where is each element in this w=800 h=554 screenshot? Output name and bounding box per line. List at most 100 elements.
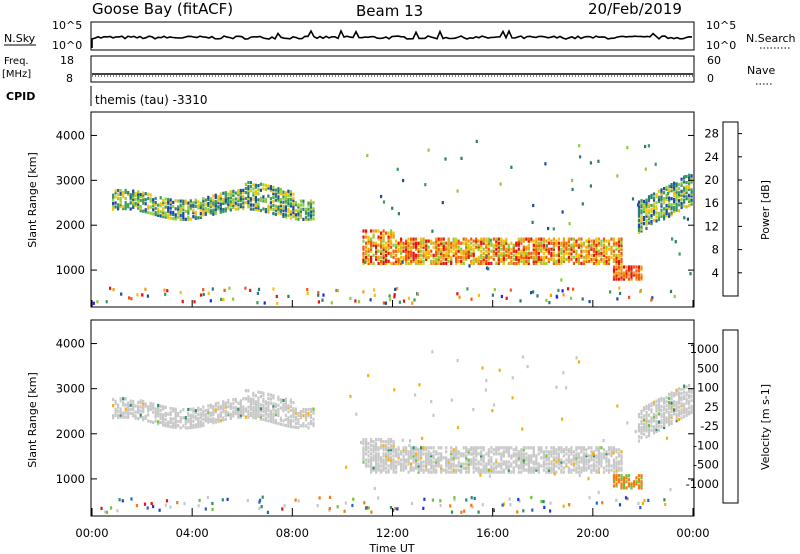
echo-cell xyxy=(550,255,553,259)
echo-cell xyxy=(117,193,120,197)
echo-cell xyxy=(124,207,127,211)
echo-cell xyxy=(279,400,282,404)
echo-cell xyxy=(685,407,688,411)
echo-cell xyxy=(387,237,390,241)
echo-cell xyxy=(465,239,468,243)
echo-cell xyxy=(297,209,300,213)
echo-cell xyxy=(402,255,405,259)
echo-cell xyxy=(152,212,155,216)
echo-cell xyxy=(262,199,265,203)
echo-cell xyxy=(410,456,413,460)
echo-cell xyxy=(437,259,440,263)
echo-cell xyxy=(382,239,385,243)
echo-cell xyxy=(137,190,140,194)
echo-cell xyxy=(669,488,672,492)
echo-cell xyxy=(635,480,638,484)
echo-cell xyxy=(620,257,623,261)
echo-cell xyxy=(400,251,403,255)
echo-cell xyxy=(688,181,691,185)
echo-cell xyxy=(565,458,568,462)
echo-cell xyxy=(520,241,523,245)
echo-cell xyxy=(675,406,678,411)
echo-cell xyxy=(675,392,678,396)
echo-cell xyxy=(647,403,651,407)
echo-cell xyxy=(217,407,220,411)
echo-cell xyxy=(427,148,430,152)
echo-cell xyxy=(299,412,302,416)
echo-cell xyxy=(537,462,540,466)
echo-cell xyxy=(465,245,468,249)
echo-cell xyxy=(467,239,470,243)
echo-cell xyxy=(227,206,230,210)
echo-cell xyxy=(267,409,270,413)
echo-cell xyxy=(459,469,462,473)
echo-cell xyxy=(287,197,290,201)
echo-cell xyxy=(602,259,606,263)
echo-cell xyxy=(387,458,390,462)
echo-cell xyxy=(284,215,287,219)
echo-cell xyxy=(625,269,628,273)
echo-cell xyxy=(403,459,407,463)
echo-cell xyxy=(367,442,370,446)
echo-cell xyxy=(144,208,147,212)
echo-cell xyxy=(690,176,693,180)
echo-cell xyxy=(187,412,190,416)
echo-cell xyxy=(605,458,608,462)
echo-cell xyxy=(382,464,385,468)
echo-cell xyxy=(655,425,658,430)
echo-cell xyxy=(147,413,150,417)
echo-cell xyxy=(660,188,663,192)
echo-cell xyxy=(217,195,220,199)
echo-cell xyxy=(561,417,564,421)
echo-cell xyxy=(411,301,414,305)
echo-cell xyxy=(480,243,483,247)
echo-cell xyxy=(642,203,646,208)
echo-cell xyxy=(637,435,641,439)
echo-cell xyxy=(607,470,611,474)
echo-cell xyxy=(184,416,187,420)
echo-cell xyxy=(562,371,565,375)
echo-cell xyxy=(607,452,611,456)
echo-cell xyxy=(249,405,252,409)
x-tick-label: 08:00 xyxy=(276,526,309,540)
echo-cell xyxy=(372,468,375,472)
echo-cell xyxy=(415,460,418,464)
echo-cell xyxy=(507,247,510,251)
echo-cell xyxy=(642,414,646,418)
echo-cell xyxy=(390,245,393,249)
echo-cell xyxy=(442,468,445,472)
echo-cell xyxy=(685,413,688,417)
echo-cell xyxy=(542,239,545,243)
echo-cell xyxy=(557,458,560,462)
echo-cell xyxy=(595,245,598,249)
nsearch-label: N.Search xyxy=(746,32,796,45)
echo-cell xyxy=(159,416,162,420)
echo-cell xyxy=(292,401,295,405)
echo-cell xyxy=(214,418,217,422)
echo-cell xyxy=(565,446,568,450)
echo-cell xyxy=(652,400,656,404)
echo-cell xyxy=(309,213,313,217)
echo-cell xyxy=(375,255,378,259)
echo-cell xyxy=(605,249,608,253)
echo-cell xyxy=(362,290,365,294)
echo-cell xyxy=(172,425,175,429)
echo-cell xyxy=(410,468,413,472)
echo-cell xyxy=(269,201,272,205)
echo-cell xyxy=(590,247,593,251)
echo-cell xyxy=(470,251,473,255)
echo-cell xyxy=(272,199,275,204)
echo-cell xyxy=(387,235,390,239)
echo-cell xyxy=(209,403,212,407)
echo-cell xyxy=(542,261,545,265)
echo-cell xyxy=(615,464,618,468)
echo-cell xyxy=(417,468,420,472)
echo-cell xyxy=(204,413,207,417)
echo-cell xyxy=(487,468,490,472)
echo-cell xyxy=(247,180,250,185)
echo-cell xyxy=(380,438,383,442)
echo-cell xyxy=(655,427,658,432)
echo-cell xyxy=(292,411,295,415)
echo-cell xyxy=(129,197,132,201)
echo-cell xyxy=(477,255,480,259)
